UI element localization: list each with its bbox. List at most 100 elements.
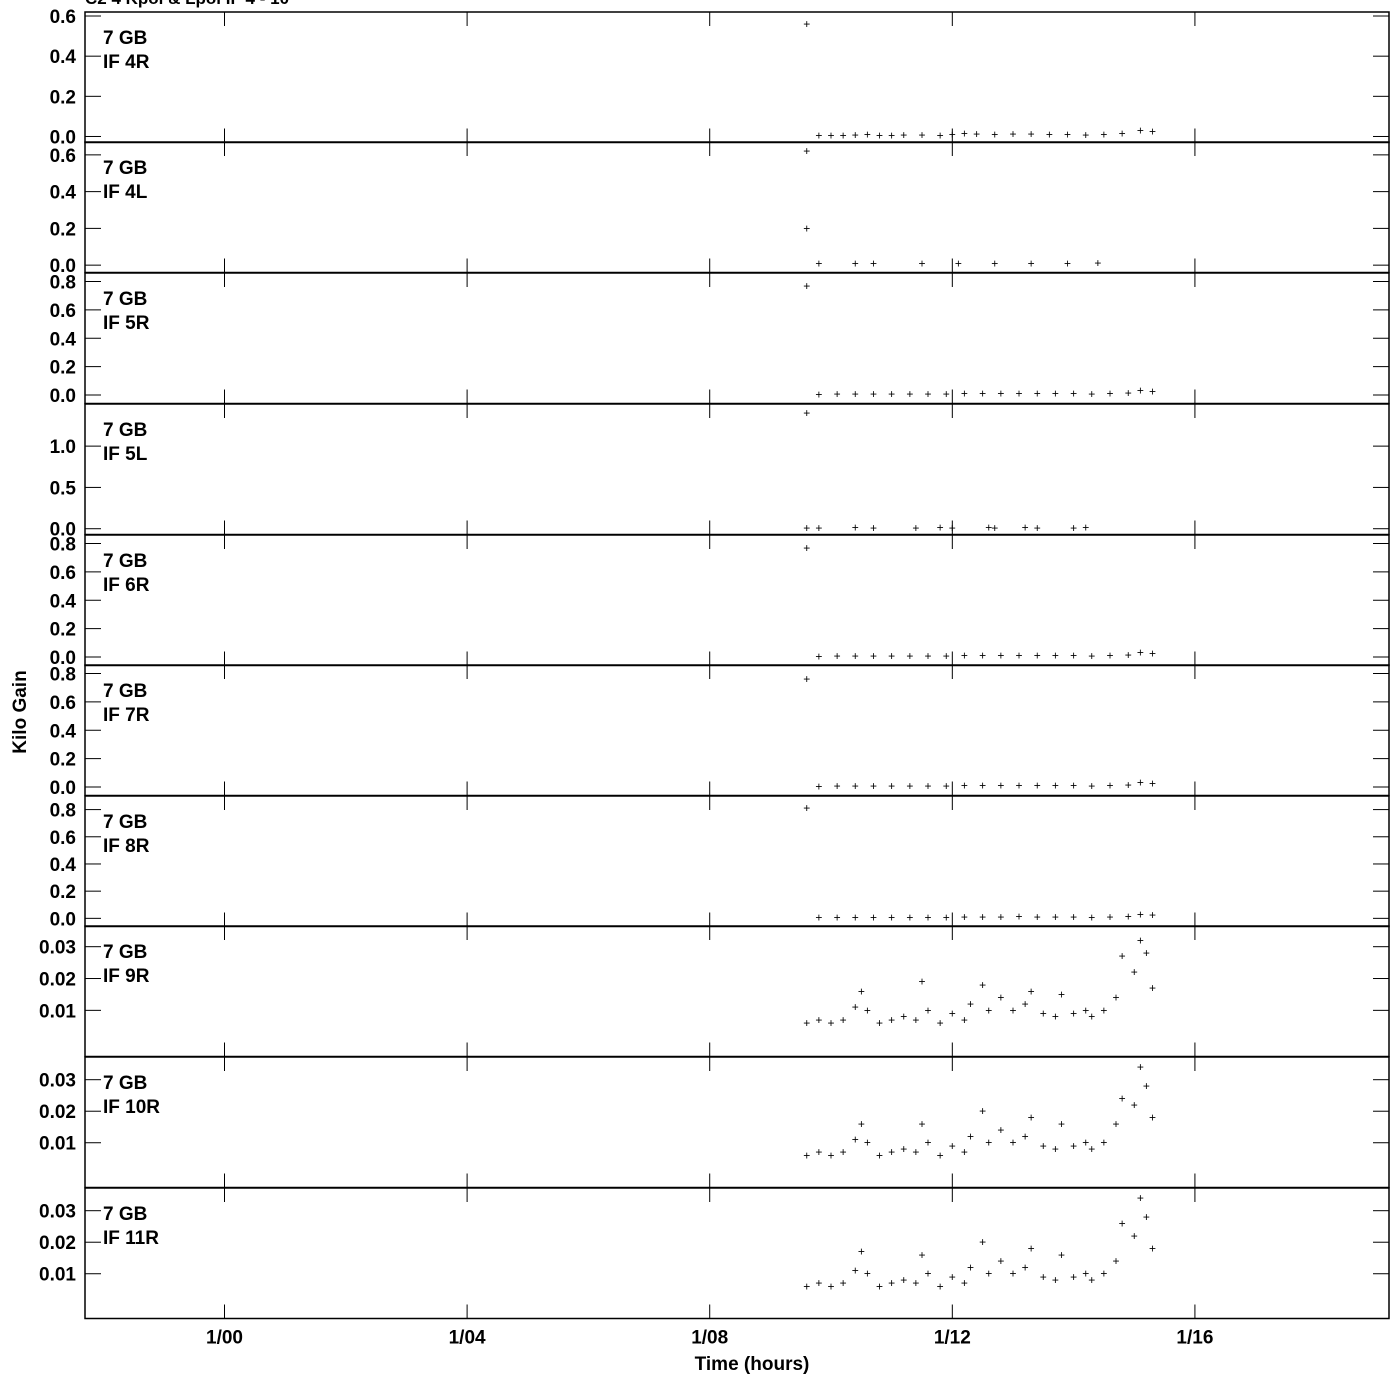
y-tick-label: 0.02: [39, 1233, 76, 1254]
data-point: +: [1088, 1010, 1095, 1024]
data-point: +: [997, 649, 1004, 663]
data-point: +: [852, 1264, 859, 1278]
data-point: +: [900, 1273, 907, 1287]
panel-label-station: 7 GB: [103, 681, 147, 702]
x-tick-label: 1/16: [1176, 1328, 1213, 1349]
data-point: +: [815, 1013, 822, 1027]
data-point: +: [918, 975, 925, 989]
data-point: +: [815, 1145, 822, 1159]
data-point: +: [1088, 1273, 1095, 1287]
data-point: +: [1016, 386, 1023, 400]
data-point: +: [870, 649, 877, 663]
data-point: +: [1119, 1216, 1126, 1230]
data-point: +: [1137, 776, 1144, 790]
data-point: +: [1088, 387, 1095, 401]
data-point: +: [1137, 1191, 1144, 1205]
data-point: +: [852, 521, 859, 535]
y-tick-label: 0.4: [50, 183, 77, 204]
data-point: +: [997, 910, 1004, 924]
panel-1: 0.0 0.2 0.4 0.6 7 GB IF 4R + + + + + + + + + + + + + + + + + + +…: [50, 7, 1390, 148]
data-point: +: [870, 256, 877, 270]
data-point: +: [1082, 521, 1089, 535]
panel-frame: [84, 141, 1390, 274]
data-point: +: [828, 1279, 835, 1293]
data-point: +: [803, 1016, 810, 1030]
data-point: +: [834, 387, 841, 401]
data-point: +: [949, 521, 956, 535]
data-point: +: [1100, 127, 1107, 141]
y-tick-label: 0.4: [50, 329, 77, 350]
data-point: +: [1100, 1136, 1107, 1150]
y-tick-label: 0.8: [50, 665, 76, 686]
y-tick-label: 0.4: [50, 591, 77, 612]
panel-label-if: IF 9R: [103, 966, 150, 987]
y-tick-label: 0.8: [50, 273, 76, 294]
panel-frame: [84, 1056, 1390, 1189]
y-tick-label: 0.4: [50, 855, 77, 876]
data-point: +: [888, 649, 895, 663]
x-tick-label: 1/08: [691, 1328, 728, 1349]
data-point: +: [1028, 256, 1035, 270]
data-point: +: [864, 127, 871, 141]
data-point: +: [1070, 521, 1077, 535]
data-point: +: [1040, 1139, 1047, 1153]
data-point: +: [1149, 1242, 1156, 1256]
data-point: +: [1009, 1267, 1016, 1281]
x-tick-label: 1/00: [206, 1328, 243, 1349]
data-point: +: [834, 779, 841, 793]
y-tick-label: 0.6: [50, 301, 76, 322]
data-point: +: [888, 128, 895, 142]
y-tick-label: 0.01: [39, 1265, 76, 1286]
data-point: +: [991, 257, 998, 271]
data-point: +: [1106, 779, 1113, 793]
data-point: +: [1143, 1210, 1150, 1224]
y-tick-label: 0.03: [39, 938, 76, 959]
panel-label-if: IF 4L: [103, 182, 148, 203]
data-point: +: [1016, 648, 1023, 662]
data-point: +: [1034, 387, 1041, 401]
data-point: +: [985, 1003, 992, 1017]
data-point: +: [1131, 1229, 1138, 1243]
data-point: +: [1009, 127, 1016, 141]
data-point: +: [1106, 387, 1113, 401]
data-point: +: [961, 910, 968, 924]
data-point: +: [937, 1148, 944, 1162]
data-point: +: [1131, 1098, 1138, 1112]
data-point: +: [1016, 910, 1023, 924]
data-point: +: [961, 1013, 968, 1027]
data-point: +: [1052, 1142, 1059, 1156]
panel-9: 0.01 0.02 0.03 7 GB IF 10R + + + + + + + + + + + + + + + + + +…: [39, 1056, 1390, 1189]
y-tick-label: 0.03: [39, 1202, 76, 1223]
data-point: +: [870, 779, 877, 793]
panel-frame: [84, 664, 1390, 797]
data-point: +: [961, 387, 968, 401]
data-point: +: [906, 779, 913, 793]
data-point: +: [997, 1254, 1004, 1268]
data-point: +: [1022, 521, 1029, 535]
panel-label-station: 7 GB: [103, 289, 147, 310]
data-point: +: [858, 984, 865, 998]
y-tick-label: 0.4: [50, 721, 77, 742]
x-tick-label: 1/04: [449, 1328, 486, 1349]
data-point: +: [1131, 965, 1138, 979]
panel-label-if: IF 10R: [103, 1097, 160, 1118]
data-point: +: [1046, 128, 1053, 142]
data-point: +: [1100, 1267, 1107, 1281]
data-point: +: [1125, 386, 1132, 400]
data-point: +: [1100, 1003, 1107, 1017]
data-point: +: [864, 1136, 871, 1150]
y-tick-label: 0.03: [39, 1071, 76, 1092]
data-point: +: [1022, 997, 1029, 1011]
data-point: +: [925, 911, 932, 925]
data-point: +: [852, 1000, 859, 1014]
data-point: +: [985, 521, 992, 535]
y-tick-label: 0.0: [50, 778, 76, 799]
data-point: +: [828, 129, 835, 143]
data-point: +: [1028, 984, 1035, 998]
data-point: +: [815, 779, 822, 793]
data-point: +: [1149, 1111, 1156, 1125]
data-point: +: [888, 1145, 895, 1159]
data-point: +: [973, 127, 980, 141]
data-point: +: [979, 910, 986, 924]
data-point: +: [979, 649, 986, 663]
